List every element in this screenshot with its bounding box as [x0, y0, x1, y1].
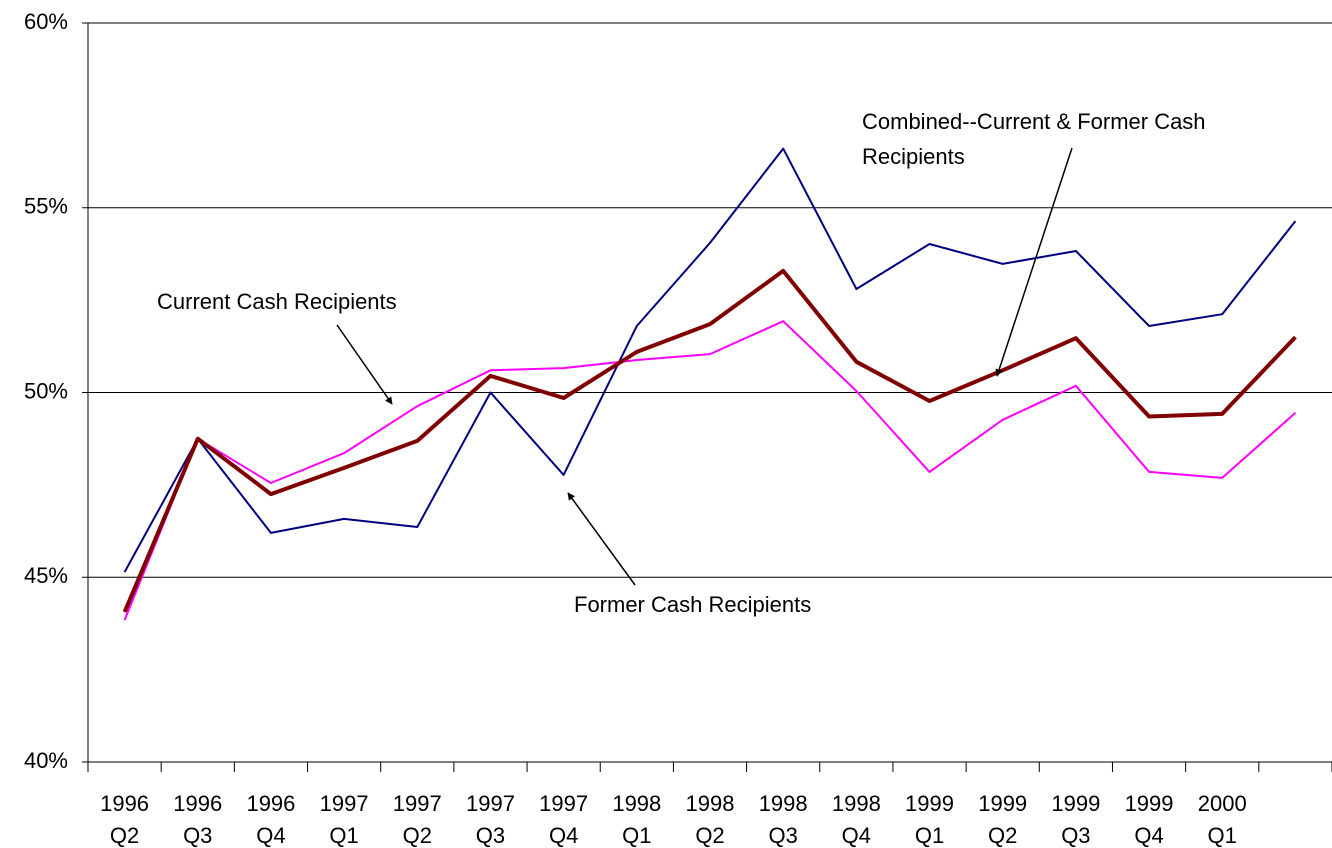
y-tick-label: 40% [24, 748, 68, 773]
x-tick-label: 1998 Q4 [831, 791, 881, 848]
annotation: Former Cash Recipients [574, 592, 812, 617]
annotation: Current Cash Recipients [157, 289, 397, 314]
y-tick-label: 55% [24, 194, 68, 219]
series-line [122, 268, 1297, 613]
x-tick-label: 1999 Q4 [1124, 791, 1174, 848]
x-tick-label: 1999 Q1 [905, 791, 954, 848]
x-tick-label: 1996 Q3 [173, 791, 223, 848]
lines [122, 147, 1297, 621]
x-tick-label: 2000 Q1 [1197, 791, 1247, 848]
x-tick-label: 1998 Q3 [758, 791, 808, 848]
annotation: Combined--Current & Former Cash Recipien… [862, 109, 1206, 169]
x-tick-label: 1999 Q2 [978, 791, 1028, 848]
y-tick-label: 50% [24, 378, 68, 403]
x-tick-label: 1999 Q3 [1051, 791, 1101, 848]
x-tick-label: 1997 Q4 [539, 791, 589, 848]
series-line [123, 147, 1297, 573]
y-tick-label: 45% [24, 563, 68, 588]
x-tick-label: 1997 Q1 [319, 791, 369, 848]
x-tick-label: 1997 Q3 [465, 791, 515, 848]
x-tick-label: 1998 Q1 [612, 791, 662, 848]
x-tick-label: 1998 Q2 [685, 791, 735, 848]
x-tick-label: 1996 Q4 [246, 791, 296, 848]
x-tick-label: 1997 Q2 [392, 791, 442, 848]
arrow [995, 147, 1073, 377]
arrow [567, 492, 636, 586]
series-line [123, 320, 1297, 621]
arrow [336, 324, 393, 405]
y-tick-label: 60% [24, 9, 68, 34]
x-tick-label: 1996 Q2 [100, 791, 150, 848]
